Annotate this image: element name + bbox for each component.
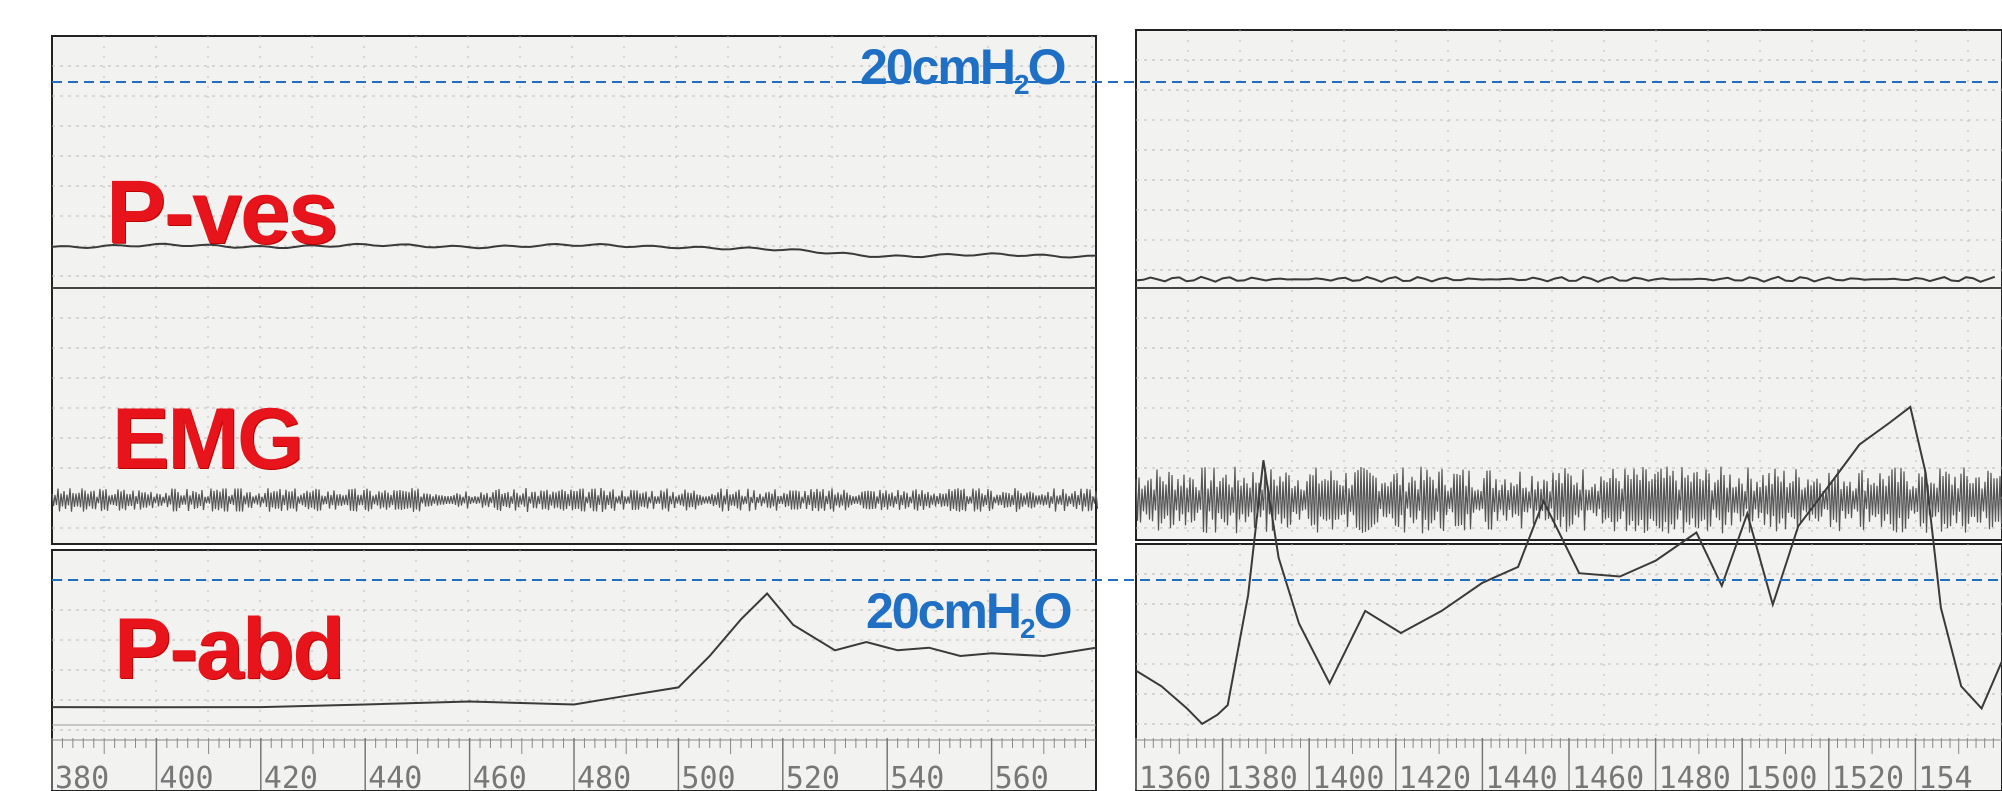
- ref-unit-prefix: cmH: [917, 583, 1022, 639]
- ref-unit-prefix: cmH: [911, 39, 1016, 95]
- time-axis-label: 1480: [1659, 761, 1731, 791]
- ref-value: 20: [866, 583, 920, 639]
- time-axis-label: 420: [264, 761, 318, 791]
- pabd-label: P-abd: [114, 601, 345, 697]
- pabd-ref-label: 20cmH2O: [866, 582, 1073, 645]
- time-axis-label: 1460: [1572, 761, 1644, 791]
- time-axis-label: 1500: [1745, 761, 1817, 791]
- time-axis-label: 380: [55, 761, 109, 791]
- time-axis-label: 520: [786, 761, 840, 791]
- ref-unit-subscript: 2: [1014, 69, 1030, 100]
- pves-label: P-ves: [106, 163, 338, 263]
- emg-label: EMG: [112, 391, 304, 487]
- emg-trace: [1135, 466, 2002, 534]
- pves-ref-label: 20cmH2O: [860, 38, 1067, 101]
- time-axis-label: 1380: [1226, 761, 1298, 791]
- time-axis-label: 1520: [1832, 761, 1904, 791]
- pves-trace: [1135, 275, 1996, 283]
- time-axis-label: 460: [473, 761, 527, 791]
- time-axis-label: 440: [368, 761, 422, 791]
- time-axis-label: 1440: [1485, 761, 1557, 791]
- time-axis-label: 1360: [1139, 761, 1211, 791]
- ref-unit-suffix: O: [1033, 583, 1073, 639]
- emg-trace: [51, 487, 1099, 513]
- time-axis-label: 500: [681, 761, 735, 791]
- time-axis-label: 540: [890, 761, 944, 791]
- time-axis-label: 480: [577, 761, 631, 791]
- ref-value: 20: [860, 39, 914, 95]
- time-axis-label: 400: [159, 761, 213, 791]
- ref-unit-suffix: O: [1027, 39, 1067, 95]
- pves-trace: [51, 242, 1097, 259]
- pabd-trace: [51, 592, 1097, 709]
- time-axis-label: 154: [1918, 761, 1972, 791]
- time-axis-label: 560: [995, 761, 1049, 791]
- pabd-trace: [1135, 405, 2002, 726]
- time-axis-label: 1400: [1312, 761, 1384, 791]
- upper-paper-panel: [51, 35, 1097, 545]
- ref-unit-subscript: 2: [1020, 613, 1036, 644]
- time-axis-label: 1420: [1399, 761, 1471, 791]
- upper-paper-panel: [1135, 29, 2002, 541]
